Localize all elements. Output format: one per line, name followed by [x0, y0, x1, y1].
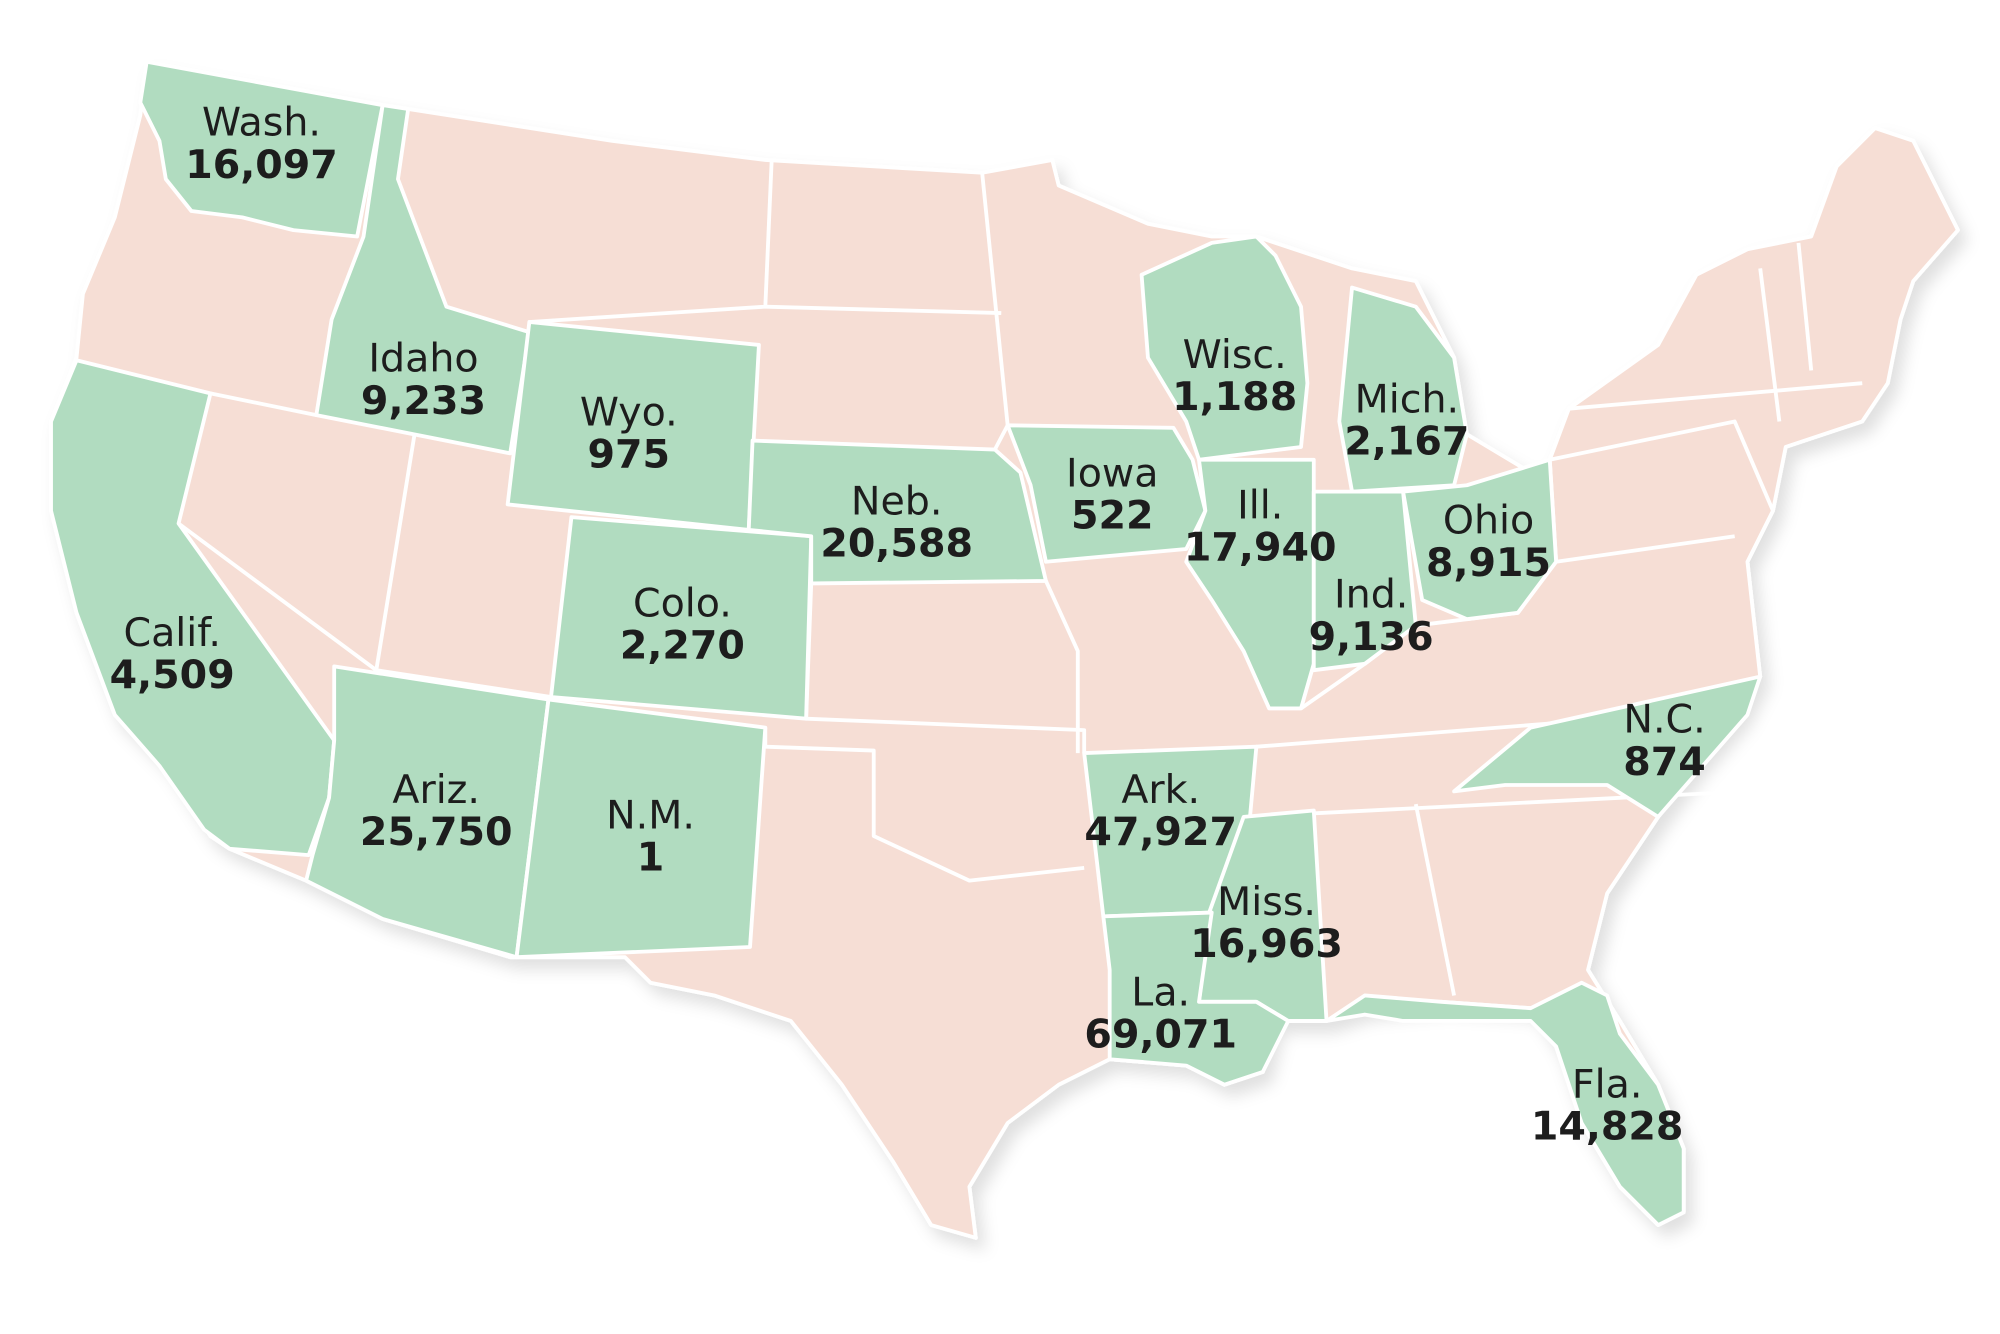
- state-value: 47,927: [1084, 809, 1237, 855]
- state-name: Neb.: [851, 479, 943, 525]
- state-name: Idaho: [368, 336, 478, 382]
- state-name: Ariz.: [392, 767, 480, 813]
- state-value: 522: [1071, 493, 1154, 539]
- state-value: 1,188: [1172, 374, 1297, 420]
- state-shape: [1005, 423, 1208, 564]
- state-name: Colo.: [633, 581, 732, 627]
- state-shape: [1401, 457, 1559, 622]
- state-value: 9,136: [1309, 614, 1434, 660]
- state-name: Iowa: [1066, 451, 1158, 497]
- state-name: Wyo.: [580, 389, 678, 435]
- state-value: 2,270: [620, 623, 745, 669]
- state-name: Fla.: [1572, 1061, 1643, 1107]
- state-value: 14,828: [1531, 1104, 1684, 1150]
- state-value: 8,915: [1426, 540, 1551, 586]
- state-shape: [138, 59, 385, 239]
- state-name: Miss.: [1217, 879, 1316, 925]
- state-value: 25,750: [360, 809, 513, 855]
- state-value: 874: [1623, 739, 1706, 785]
- us-outline: [49, 62, 1960, 1240]
- state-value: 2,167: [1344, 419, 1469, 465]
- state-value: 4,509: [110, 652, 235, 698]
- state-shape: [1337, 285, 1469, 494]
- highlighted-states: [49, 59, 1763, 1227]
- state-name: Wisc.: [1183, 332, 1287, 378]
- state-name: Ind.: [1334, 572, 1408, 618]
- state-name: Ill.: [1237, 482, 1283, 528]
- state-shape: [746, 438, 1048, 586]
- state-name: N.C.: [1623, 697, 1705, 743]
- state-name: N.M.: [606, 792, 695, 838]
- state-name: La.: [1131, 970, 1190, 1016]
- state-value: 1: [637, 834, 665, 880]
- state-value: 20,588: [820, 521, 973, 567]
- state-name: Ohio: [1443, 498, 1534, 544]
- state-value: 975: [588, 431, 671, 477]
- state-shape: [1101, 910, 1291, 1087]
- state-shape: [49, 358, 337, 858]
- state-value: 9,233: [361, 378, 486, 424]
- state-value: 17,940: [1184, 524, 1337, 570]
- state-value: 69,071: [1084, 1012, 1237, 1058]
- state-shape: [514, 697, 768, 960]
- state-shape: [1311, 489, 1418, 673]
- state-name: Ark.: [1121, 767, 1200, 813]
- state-shape: [1452, 674, 1763, 819]
- state-name: Mich.: [1355, 377, 1459, 423]
- state-value: 16,963: [1190, 921, 1343, 967]
- state-name: Calif.: [123, 610, 220, 656]
- state-value: 16,097: [185, 142, 338, 188]
- state-shape: [549, 515, 814, 721]
- state-name: Wash.: [202, 100, 321, 146]
- state-shape: [1139, 234, 1310, 462]
- state-shape: [1324, 980, 1686, 1227]
